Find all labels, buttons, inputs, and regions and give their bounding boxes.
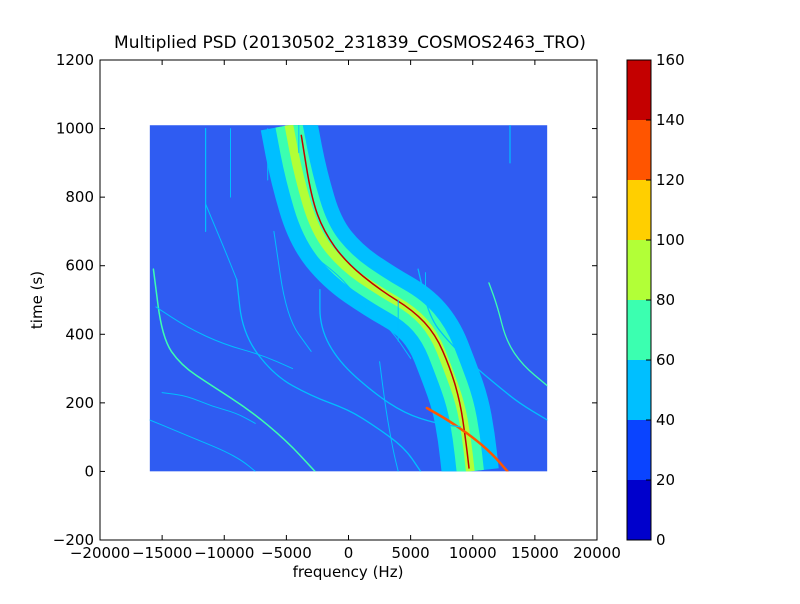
colorbar-segment [627, 60, 651, 120]
y-tick-label: −200 [53, 531, 94, 549]
colorbar-tick-label: 100 [656, 231, 685, 249]
heatmap-trace-20 [273, 230, 312, 352]
x-tick-label: −20000 [70, 544, 130, 562]
colorbar-tick-label: 40 [656, 411, 675, 429]
heatmap-trace-12 [379, 361, 399, 472]
colorbar: 0 20 40 60 80 100 120 140 160 [626, 51, 685, 549]
colorbar-tick-label: 160 [656, 51, 685, 69]
x-tick-label: −15000 [132, 544, 192, 562]
colorbar-tick-label: 80 [656, 291, 675, 309]
colorbar-segment [627, 480, 651, 540]
x-axis-label: frequency (Hz) [293, 563, 404, 581]
y-tick-label: 1200 [56, 51, 94, 69]
heatmap-trace-9 [155, 306, 294, 370]
heatmap-trace-11 [205, 203, 238, 280]
y-tick-label: 400 [65, 325, 94, 343]
y-tick-label: 1000 [56, 120, 94, 138]
colorbar-segment [627, 360, 651, 420]
heatmap-trace-8 [161, 392, 256, 424]
colorbar-tick-label: 140 [656, 111, 685, 129]
x-axis: −20000 −15000 −10000 −5000 0 5000 10000 15000 20… [70, 60, 621, 562]
heatmap-trace-10 [316, 258, 412, 359]
heatmap-trace-1 [425, 406, 509, 472]
heatmap-trace-5 [417, 268, 548, 421]
x-tick-label: 10000 [449, 544, 497, 562]
colorbar-segment [627, 180, 651, 240]
colorbar-tick-label: 0 [656, 531, 666, 549]
heatmap-trace-3 [236, 278, 422, 472]
colorbar-tick-label: 20 [656, 471, 675, 489]
y-axis: −200 0 200 400 600 800 1000 1200 [53, 51, 597, 549]
heatmap-trace-4 [319, 289, 461, 428]
colorbar-segment [627, 300, 651, 360]
y-tick-label: 0 [84, 462, 94, 480]
y-tick-label: 200 [65, 394, 94, 412]
plot-area [149, 125, 548, 472]
y-tick-label: 600 [65, 257, 94, 275]
heatmap-trace-0 [300, 134, 470, 469]
colorbar-tick-label: 60 [656, 351, 675, 369]
x-tick-label: 5000 [392, 544, 430, 562]
heatmap-trace-6 [488, 282, 548, 387]
y-axis-label: time (s) [28, 271, 46, 329]
x-tick-label: 20000 [573, 544, 621, 562]
x-tick-label: 15000 [511, 544, 559, 562]
y-tick-label: 800 [65, 188, 94, 206]
x-tick-label: −10000 [194, 544, 254, 562]
heatmap-trace-7 [149, 419, 256, 472]
colorbar-tick-label: 120 [656, 171, 685, 189]
chart-title: Multiplied PSD (20130502_231839_COSMOS24… [114, 33, 586, 53]
colorbar-segment [627, 420, 651, 480]
colorbar-segment [627, 120, 651, 180]
x-tick-label: 0 [344, 544, 354, 562]
colorbar-segment [627, 240, 651, 300]
x-tick-label: −5000 [261, 544, 312, 562]
heatmap-trace-2 [152, 268, 316, 472]
